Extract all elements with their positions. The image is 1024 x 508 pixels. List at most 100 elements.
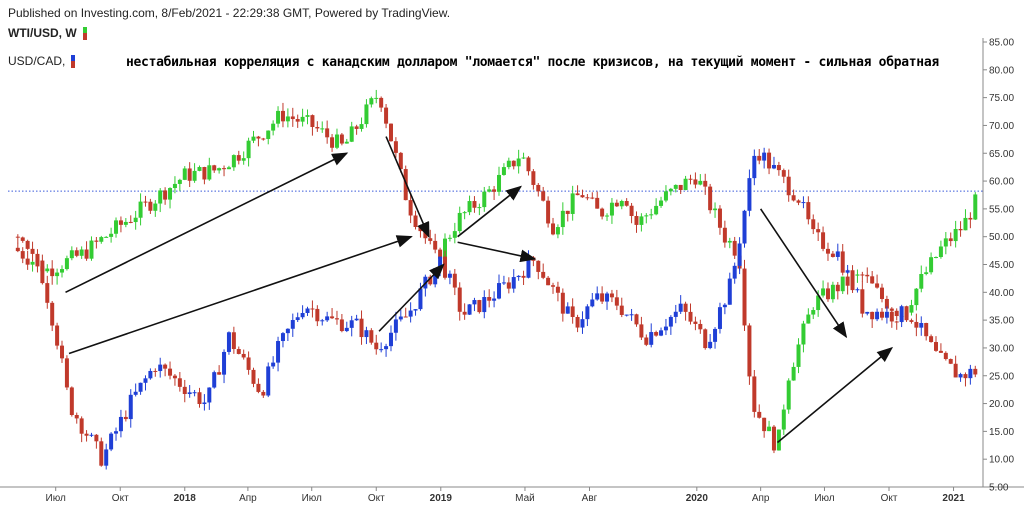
candle-body — [138, 201, 143, 218]
x-tick-label: Июл — [814, 493, 834, 504]
candle-body — [482, 297, 487, 313]
candle-body — [855, 274, 860, 276]
y-tick-label: 85.00 — [989, 38, 1014, 49]
candle-body — [860, 274, 865, 276]
candle-body — [153, 203, 158, 211]
x-tick-label: Апр — [239, 493, 257, 504]
candle-body — [472, 201, 477, 208]
candle-body — [840, 276, 845, 292]
candle-body — [339, 134, 344, 144]
candle-body — [207, 387, 212, 403]
trend-arrow — [457, 185, 523, 238]
candle-body — [251, 136, 256, 141]
candle-body — [713, 208, 718, 211]
candle-body — [452, 231, 457, 238]
candle-body — [109, 233, 114, 237]
candle-body — [241, 353, 246, 358]
candle-body — [771, 426, 776, 451]
candle-body — [865, 274, 870, 277]
candle-body — [403, 316, 408, 318]
candle-body — [428, 276, 433, 285]
candle-body — [477, 300, 482, 313]
candle-body — [973, 194, 978, 220]
candle-icon-wti — [81, 26, 89, 40]
candle-body — [266, 366, 271, 396]
x-tick-label: Май — [515, 493, 535, 504]
candle-body — [433, 240, 438, 250]
candle-body — [555, 286, 560, 293]
candle-body — [551, 285, 556, 287]
candle-body — [104, 449, 109, 466]
candle-body — [879, 311, 884, 318]
candle-body — [487, 297, 492, 301]
candle-body — [104, 236, 109, 238]
candle-body — [379, 349, 384, 351]
candle-body — [816, 229, 821, 233]
candle-body — [698, 323, 703, 330]
y-tick-label: 20.00 — [989, 399, 1014, 410]
x-tick-label: Июл — [302, 493, 322, 504]
candle-body — [673, 184, 678, 189]
candle-body — [384, 346, 389, 350]
candle-body — [207, 165, 212, 180]
candle-body — [187, 392, 192, 395]
candle-body — [354, 318, 359, 321]
candle-body — [497, 283, 502, 299]
candle-body — [875, 311, 880, 320]
candle-body — [55, 272, 60, 277]
candle-body — [546, 277, 551, 286]
candle-body — [968, 368, 973, 379]
candle-body — [683, 178, 688, 190]
candle-body — [413, 215, 418, 227]
candle-body — [442, 256, 447, 278]
candle-body — [172, 375, 177, 379]
candle-body — [703, 180, 708, 187]
candle-body — [118, 416, 123, 432]
candle-body — [261, 391, 266, 396]
candle-body — [109, 433, 114, 450]
candle-body — [865, 311, 870, 314]
candle-body — [624, 200, 629, 206]
candle-body — [830, 253, 835, 257]
candle-body — [158, 364, 163, 372]
candle-body — [447, 273, 452, 278]
candle-body — [506, 160, 511, 168]
legend-wti[interactable]: WTI/USD, W — [8, 26, 89, 40]
candle-body — [870, 311, 875, 320]
candle-body — [256, 136, 261, 139]
candle-body — [688, 311, 693, 322]
candle-body — [953, 228, 958, 242]
candle-body — [251, 369, 256, 384]
candle-body — [722, 304, 727, 308]
annotation-headline: нестабильная корреляция с канадским долл… — [126, 55, 939, 70]
candle-body — [762, 152, 767, 161]
candle-body — [246, 357, 251, 370]
candle-body — [663, 326, 668, 331]
candle-body — [438, 249, 443, 259]
candle-body — [50, 268, 55, 277]
candle-body — [541, 191, 546, 201]
candle-body — [914, 288, 919, 306]
candle-body — [128, 394, 133, 420]
candle-body — [64, 358, 69, 388]
candle-body — [634, 215, 639, 225]
candle-body — [148, 370, 153, 379]
candle-body — [806, 314, 811, 324]
legend-cad[interactable]: USD/CAD, — [8, 54, 77, 68]
candle-body — [79, 249, 84, 256]
candle-body — [364, 330, 369, 338]
candle-body — [487, 189, 492, 192]
candle-body — [825, 288, 830, 300]
x-tick-label: 2020 — [686, 493, 709, 504]
candle-body — [649, 332, 654, 345]
candle-body — [285, 116, 290, 122]
candle-body — [334, 318, 339, 320]
candle-body — [555, 227, 560, 235]
candle-body — [644, 337, 649, 345]
candle-body — [45, 283, 50, 303]
candle-body — [295, 317, 300, 321]
candle-body — [64, 258, 69, 270]
candle-body — [133, 217, 138, 223]
candle-body — [541, 271, 546, 278]
candle-body — [811, 310, 816, 315]
